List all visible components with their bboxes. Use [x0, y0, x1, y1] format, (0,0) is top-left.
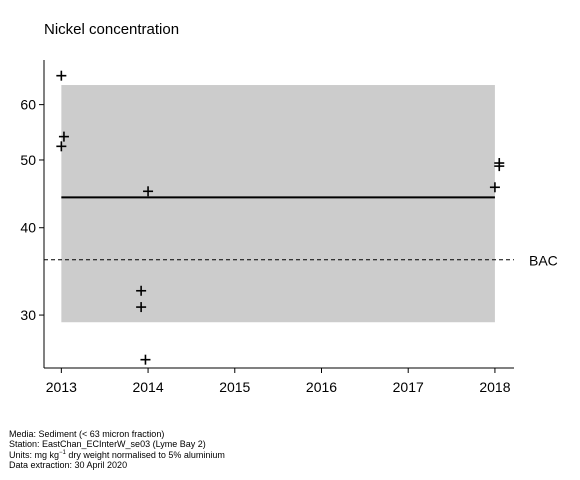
units-prefix: Units: mg kg — [9, 449, 60, 460]
units-suffix: dry weight normalised to 5% aluminium — [65, 449, 225, 460]
y-tick-label-50: 50 — [20, 152, 36, 168]
footer-station: Station: EastChan_ECInterW_se03 (Lyme Ba… — [9, 439, 206, 450]
footer-extraction: Data extraction: 30 April 2020 — [9, 460, 128, 471]
data-point-2 — [58, 131, 69, 142]
x-tick-label-2016: 2016 — [306, 379, 337, 395]
data-point-3 — [56, 141, 67, 152]
chart-title: Nickel concentration — [44, 21, 179, 38]
data-point-9 — [494, 161, 505, 172]
x-tick-label-2017: 2017 — [393, 379, 424, 395]
nickel-chart: Nickel concentration 30 40 50 60 2013 2014 201… — [20, 21, 558, 395]
x-tick-label-2015: 2015 — [219, 379, 250, 395]
axes: 30 40 50 60 2013 2014 2015 2016 2017 2018 — [20, 60, 514, 395]
y-tick-label-40: 40 — [20, 220, 36, 236]
x-tick-label-2014: 2014 — [132, 379, 163, 395]
data-point-4 — [143, 186, 154, 197]
data-point-1 — [56, 70, 67, 81]
data-point-7 — [140, 354, 151, 365]
range-band — [61, 85, 495, 323]
y-tick-label-60: 60 — [20, 97, 36, 113]
data-points — [56, 70, 505, 365]
footer-units: Units: mg kg−1 dry weight normalised to … — [9, 450, 225, 460]
units-exponent: −1 — [59, 449, 66, 456]
chart-footer: Media: Sediment (< 63 micron fraction) S… — [9, 429, 225, 471]
x-tick-label-2013: 2013 — [46, 379, 77, 395]
y-tick-label-30: 30 — [20, 307, 36, 323]
bac-label: BAC — [529, 253, 558, 269]
data-point-10 — [489, 182, 500, 193]
data-point-5 — [136, 285, 147, 296]
data-point-6 — [136, 302, 147, 313]
x-tick-label-2018: 2018 — [479, 379, 510, 395]
footer-media: Media: Sediment (< 63 micron fraction) — [9, 429, 165, 439]
